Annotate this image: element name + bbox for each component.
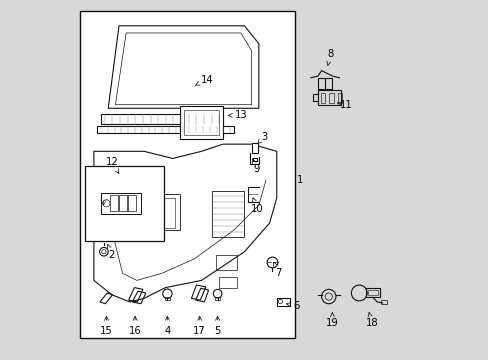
Bar — [110, 195, 118, 211]
Text: 12: 12 — [105, 157, 119, 173]
Text: 7: 7 — [273, 262, 281, 278]
Text: 14: 14 — [195, 75, 213, 85]
Bar — [252, 158, 257, 161]
Bar — [317, 78, 332, 89]
Bar — [81, 13, 292, 336]
Bar — [215, 297, 220, 300]
Bar — [183, 110, 219, 135]
Text: 17: 17 — [193, 316, 205, 336]
Bar — [215, 255, 237, 270]
Text: 4: 4 — [164, 316, 170, 336]
Bar — [366, 288, 379, 297]
Text: 2: 2 — [107, 244, 115, 260]
Text: 11: 11 — [337, 100, 352, 110]
Bar — [164, 297, 170, 300]
Bar — [119, 195, 126, 211]
Text: 6: 6 — [286, 301, 299, 311]
Polygon shape — [108, 26, 258, 108]
Bar — [101, 193, 140, 214]
Text: 9: 9 — [252, 159, 260, 174]
Text: 10: 10 — [250, 198, 263, 214]
Bar — [97, 126, 233, 134]
Bar — [137, 194, 180, 230]
Bar — [212, 191, 244, 237]
Text: 19: 19 — [325, 312, 338, 328]
Bar — [80, 12, 294, 338]
Text: 16: 16 — [128, 316, 141, 336]
Bar — [251, 143, 258, 153]
Bar — [328, 93, 333, 103]
Polygon shape — [94, 144, 276, 302]
Bar — [320, 93, 325, 103]
Text: 1: 1 — [296, 175, 303, 185]
Text: 15: 15 — [100, 316, 113, 336]
Bar — [276, 298, 290, 306]
Text: 13: 13 — [228, 111, 247, 121]
Bar — [219, 277, 237, 288]
Bar — [101, 114, 223, 125]
Bar — [85, 166, 163, 241]
Text: 5: 5 — [214, 316, 221, 336]
Bar — [367, 290, 378, 296]
Text: 3: 3 — [257, 132, 267, 144]
Text: 18: 18 — [365, 312, 377, 328]
Bar — [142, 198, 174, 228]
Bar — [337, 93, 341, 103]
Text: 8: 8 — [326, 49, 333, 66]
Bar — [180, 107, 223, 139]
Bar — [380, 300, 386, 305]
Bar — [128, 195, 136, 211]
Bar — [317, 90, 341, 105]
